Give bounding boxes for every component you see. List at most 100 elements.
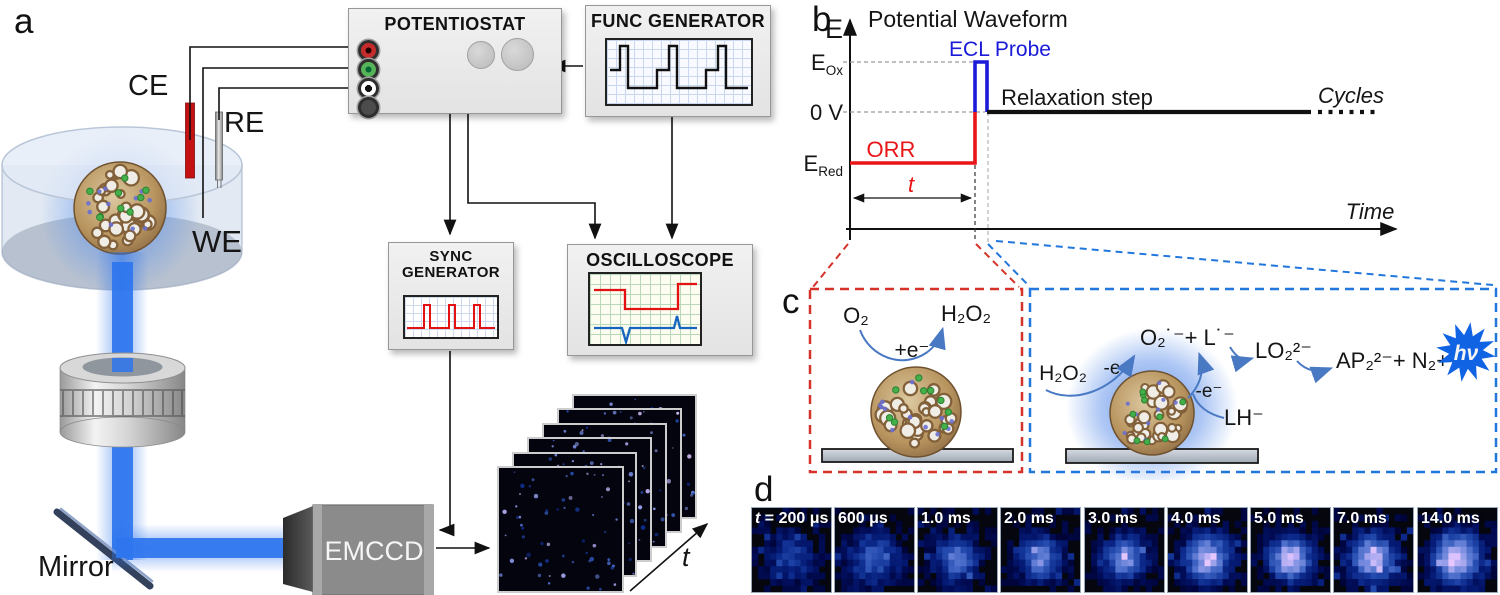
port-green bbox=[358, 59, 379, 80]
re-wire bbox=[218, 87, 349, 120]
hv-starburst bbox=[1436, 322, 1496, 382]
func-generator-box: FUNC GENERATOR bbox=[585, 5, 771, 117]
we-wire bbox=[202, 67, 349, 218]
h2o2-label: H₂O₂ bbox=[941, 301, 991, 326]
ce-wire bbox=[189, 46, 349, 140]
minus-e2-label: -e⁻ bbox=[1196, 381, 1223, 402]
stack-time-arrow bbox=[629, 522, 709, 592]
lh-label: LH⁻ bbox=[1224, 405, 1264, 430]
potentiostat-to-oscilloscope-arrow bbox=[467, 114, 602, 240]
time-axis-label: Time bbox=[1346, 199, 1395, 224]
t-label: t bbox=[908, 172, 915, 197]
sync-to-emccd-arrow bbox=[438, 351, 455, 537]
frame-time-label: 3.0 ms bbox=[1088, 510, 1138, 527]
panel-label-b: b bbox=[812, 0, 832, 39]
orr-waveform bbox=[850, 112, 977, 165]
frame-time-label: 4.0 ms bbox=[1171, 510, 1221, 527]
scope-traces bbox=[594, 282, 697, 344]
cycles-label: Cycles bbox=[1318, 83, 1384, 108]
hv-label: hν bbox=[1454, 342, 1479, 365]
ecl-frame-5: 4.0 ms bbox=[1167, 507, 1248, 593]
orr-label: ORR bbox=[867, 137, 916, 162]
ce-label: CE bbox=[128, 70, 168, 102]
zoom-connectors bbox=[812, 240, 1494, 288]
sync-generator-title-2: GENERATOR bbox=[401, 263, 501, 281]
emccd-camera: EMCCD bbox=[283, 504, 434, 595]
frame-time-label: 1.0 ms bbox=[921, 510, 971, 527]
ecl-probe-label: ECL Probe bbox=[949, 38, 1051, 61]
blue-beam-horizontal bbox=[112, 524, 302, 572]
scope-blue-trace bbox=[594, 315, 697, 344]
ecl-frame-2: 1.0 ms bbox=[917, 507, 998, 593]
orr-zoom-box bbox=[808, 287, 1024, 474]
reaction-arrows bbox=[1045, 346, 1334, 419]
o2-label: O₂ bbox=[843, 303, 869, 328]
ecl-frame-8: 14.0 ms bbox=[1417, 507, 1498, 593]
ecl-probe-pulse bbox=[973, 60, 989, 112]
beam-through-lens bbox=[112, 358, 133, 372]
orr-reaction-scheme: O₂ H₂O₂ +e⁻ bbox=[821, 301, 1014, 463]
relaxation-label: Relaxation step bbox=[1001, 85, 1153, 110]
func-generator-title: FUNC GENERATOR bbox=[591, 11, 765, 31]
sync-generator-box: SYNC GENERATOR bbox=[388, 242, 514, 350]
we-label: WE bbox=[192, 224, 242, 259]
port-white bbox=[358, 78, 379, 99]
radicals-label: O₂˙⁻+ L˙⁻ bbox=[1140, 325, 1235, 350]
frame-time-label: 600 μs bbox=[838, 510, 888, 527]
e-red-label: ERed bbox=[804, 151, 843, 179]
ecl-frame-3: 2.0 ms bbox=[1000, 507, 1081, 593]
emccd-label: EMCCD bbox=[325, 536, 424, 566]
pulse-train-trace bbox=[407, 304, 495, 329]
ecl-frame-4: 3.0 ms bbox=[1084, 507, 1165, 593]
mirror-label: Mirror bbox=[38, 551, 114, 583]
oscilloscope-title: OSCILLOSCOPE bbox=[586, 250, 734, 270]
potentiostat-title: POTENTIOSTAT bbox=[384, 14, 526, 34]
re-label: RE bbox=[224, 107, 264, 139]
signal-arrows bbox=[436, 59, 709, 592]
ecl-frame-7: 7.0 ms bbox=[1333, 507, 1414, 593]
h2o2-label: H₂O₂ bbox=[1039, 362, 1087, 385]
panel-label-a: a bbox=[14, 2, 34, 41]
oscilloscope-screen bbox=[588, 272, 702, 346]
nanoparticle-sphere bbox=[1109, 370, 1195, 456]
port-dark bbox=[358, 97, 379, 118]
knob bbox=[501, 38, 534, 71]
knob bbox=[467, 41, 495, 69]
sync-generator-title-1: SYNC bbox=[429, 248, 473, 265]
waveform-title: Potential Waveform bbox=[868, 6, 1068, 32]
e-ox-label: EOx bbox=[811, 50, 843, 78]
ecl-frame-1: 600 μs bbox=[834, 507, 915, 593]
panel-b-c-diagram: E Potential Waveform EOx 0 V ERed ECL Pr… bbox=[804, 6, 1498, 480]
frame-time-label: 7.0 ms bbox=[1337, 510, 1387, 527]
ecl-zoom-box bbox=[1028, 287, 1498, 474]
nanoparticle-sphere bbox=[73, 161, 167, 255]
reference-electrode bbox=[215, 111, 223, 188]
orr-curved-arrow bbox=[859, 326, 946, 362]
panel-label-c: c bbox=[782, 282, 800, 321]
port-red bbox=[358, 40, 379, 61]
panel-label-d: d bbox=[754, 470, 774, 509]
frame-time-label: 14.0 ms bbox=[1421, 510, 1480, 527]
frame-time-label: t = 200 μs bbox=[755, 510, 829, 527]
oscilloscope-box: OSCILLOSCOPE bbox=[567, 244, 753, 356]
frame-time-label: 2.0 ms bbox=[1004, 510, 1054, 527]
electrode-wires bbox=[189, 46, 349, 218]
potentiostat-box: POTENTIOSTAT bbox=[348, 8, 562, 118]
ecl-reaction-scheme: H₂O₂ -e⁻ O₂˙⁻+ L˙⁻ LO₂²⁻ AP₂²⁻+ N₂+ -e⁻ … bbox=[1039, 322, 1496, 480]
ecl-frame-0: t = 200 μs bbox=[751, 507, 832, 593]
ecl-image-stack-frame-front bbox=[497, 466, 624, 593]
scope-red-trace bbox=[594, 282, 697, 311]
lo2-label: LO₂²⁻ bbox=[1255, 338, 1312, 363]
square-wave-trace bbox=[610, 44, 748, 90]
panel-a-diagram: EMCCD CE RE WE Mirror t bbox=[1, 46, 709, 595]
frame-time-label: 5.0 ms bbox=[1254, 510, 1304, 527]
nanoparticle-sphere bbox=[870, 366, 962, 458]
objective-lens bbox=[59, 352, 186, 448]
level-guides bbox=[843, 61, 989, 242]
ap2-label: AP₂²⁻+ N₂+ bbox=[1336, 348, 1449, 373]
func-generator-screen bbox=[605, 38, 753, 106]
ecl-frame-6: 5.0 ms bbox=[1250, 507, 1331, 593]
waveform-axes bbox=[843, 18, 1398, 240]
e-axis-label: E bbox=[825, 14, 843, 44]
